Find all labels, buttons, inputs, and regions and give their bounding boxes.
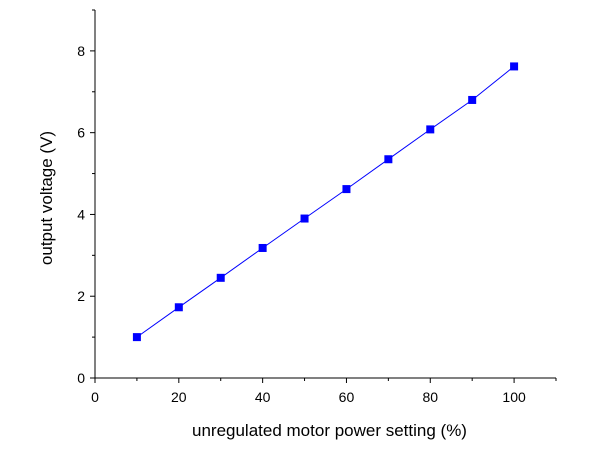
x-tick-label: 80 bbox=[422, 389, 438, 405]
data-point bbox=[426, 125, 435, 134]
y-tick-label: 8 bbox=[77, 43, 85, 59]
data-point bbox=[216, 273, 225, 282]
data-point bbox=[384, 155, 393, 164]
series-line bbox=[136, 66, 515, 338]
data-point bbox=[258, 243, 267, 252]
data-point bbox=[132, 333, 141, 342]
y-tick-label: 4 bbox=[77, 206, 85, 222]
y-axis-title: output voltage (V) bbox=[37, 131, 56, 265]
x-tick-label: 20 bbox=[171, 389, 187, 405]
x-tick-label: 0 bbox=[91, 389, 99, 405]
x-axis: 0 20 40 60 80 100 bbox=[91, 377, 557, 405]
data-point bbox=[174, 303, 183, 312]
data-point bbox=[300, 214, 309, 223]
y-tick-label: 0 bbox=[77, 370, 85, 386]
data-point bbox=[342, 185, 351, 194]
data-point bbox=[510, 62, 519, 71]
x-tick-label: 100 bbox=[502, 389, 526, 405]
y-axis: 0 2 4 6 8 bbox=[77, 9, 96, 386]
plot-area bbox=[132, 62, 519, 342]
x-tick-label: 40 bbox=[255, 389, 271, 405]
x-axis-title: unregulated motor power setting (%) bbox=[192, 421, 467, 440]
data-point bbox=[468, 95, 477, 104]
x-tick-label: 60 bbox=[339, 389, 355, 405]
y-tick-label: 6 bbox=[77, 125, 85, 141]
y-tick-label: 2 bbox=[77, 288, 85, 304]
